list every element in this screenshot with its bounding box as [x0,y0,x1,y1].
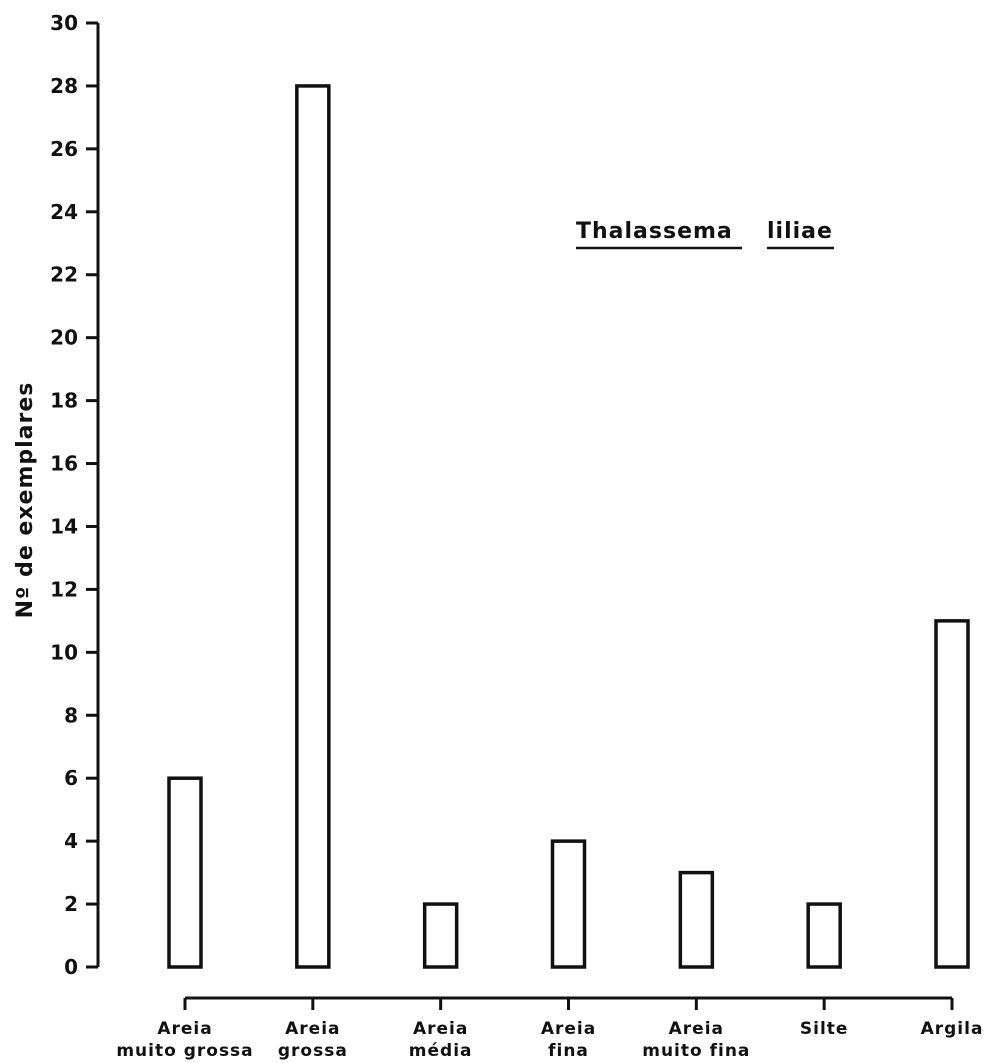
bar [295,84,331,969]
bar [934,619,970,969]
bar [678,870,715,969]
y-tick-label: 24 [50,200,78,224]
y-tick-label: 8 [64,703,78,727]
y-tick-label: 4 [64,829,78,853]
x-tick-label: grossa [278,1041,348,1061]
x-tick-label: Areia [669,1019,724,1039]
y-tick-label: 18 [50,389,78,413]
x-tick-label: Argila [921,1019,984,1039]
y-tick-label: 6 [64,766,78,790]
chart-title-genus: Thalassema [576,219,733,244]
x-tick-label: Areia [541,1019,596,1039]
chart-title-species: liliae [767,219,833,244]
y-tick-label: 22 [50,263,78,287]
x-tick-label: Areia [157,1019,212,1039]
bar [806,902,842,969]
x-tick-label: Silte [800,1019,849,1039]
bar [422,902,459,969]
y-axis-label: Nº de exemplares [13,382,38,619]
y-tick-label: 30 [50,11,78,35]
bar [550,839,587,969]
y-tick-label: 26 [50,137,78,161]
y-tick-label: 2 [64,892,78,916]
x-tick-label: média [409,1041,473,1061]
y-tick-label: 16 [50,452,78,476]
y-tick-label: 10 [50,640,78,664]
chart-title: Thalassema liliae [576,219,834,250]
x-tick-label: muito grossa [116,1041,253,1061]
y-tick-label: 14 [50,514,78,538]
x-tick-label: Areia [413,1019,468,1039]
bars [167,84,970,969]
y-tick-label: 12 [50,577,78,601]
x-tick-label: fina [548,1041,589,1061]
y-tick-label: 0 [64,955,78,979]
y-tick-label: 20 [50,326,78,350]
x-tick-label: muito fina [642,1041,750,1061]
x-tick-label: Areia [285,1019,340,1039]
bar [167,776,203,969]
y-tick-label: 28 [50,74,78,98]
